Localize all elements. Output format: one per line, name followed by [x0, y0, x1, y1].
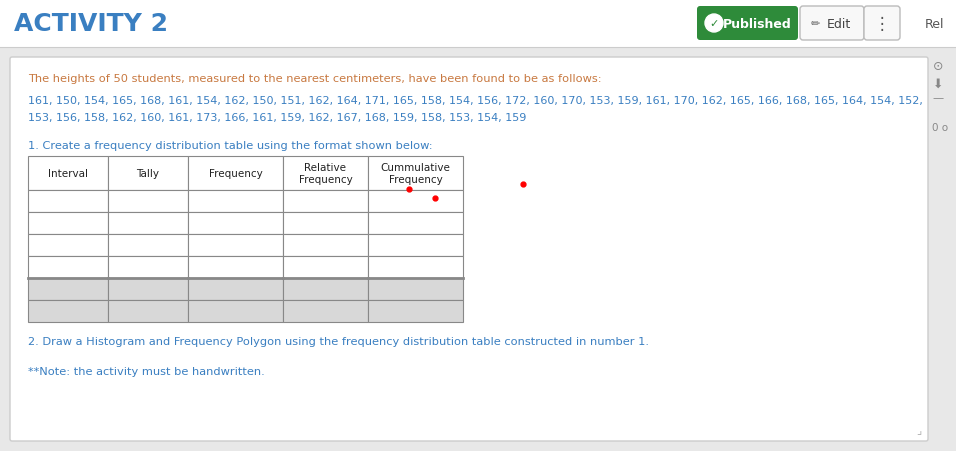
- Bar: [108, 300, 188, 322]
- Text: The heights of 50 students, measured to the nearest centimeters, have been found: The heights of 50 students, measured to …: [28, 74, 601, 84]
- Bar: [368, 235, 463, 257]
- Bar: [188, 278, 283, 300]
- FancyBboxPatch shape: [697, 7, 798, 41]
- Bar: [368, 156, 463, 191]
- Bar: [368, 257, 463, 278]
- Bar: [108, 257, 188, 278]
- Bar: [28, 191, 108, 212]
- Bar: [283, 300, 368, 322]
- Bar: [28, 300, 108, 322]
- Circle shape: [705, 15, 723, 33]
- Text: ⬇: ⬇: [933, 77, 944, 90]
- Text: ✏: ✏: [811, 19, 819, 29]
- Text: 161, 150, 154, 165, 168, 161, 154, 162, 150, 151, 162, 164, 171, 165, 158, 154, : 161, 150, 154, 165, 168, 161, 154, 162, …: [28, 96, 923, 106]
- Text: Rel: Rel: [924, 18, 944, 30]
- Bar: [283, 278, 368, 300]
- Text: Edit: Edit: [827, 18, 851, 30]
- FancyBboxPatch shape: [864, 7, 900, 41]
- Text: —: —: [932, 93, 944, 103]
- Bar: [108, 212, 188, 235]
- Bar: [28, 212, 108, 235]
- Bar: [368, 212, 463, 235]
- Text: ACTIVITY 2: ACTIVITY 2: [14, 12, 168, 36]
- Bar: [28, 156, 108, 191]
- Bar: [188, 257, 283, 278]
- Bar: [188, 300, 283, 322]
- Bar: [188, 235, 283, 257]
- Text: ⋮: ⋮: [874, 15, 890, 33]
- Bar: [283, 235, 368, 257]
- Text: Interval: Interval: [48, 169, 88, 179]
- Bar: [368, 278, 463, 300]
- Bar: [28, 235, 108, 257]
- Bar: [188, 156, 283, 191]
- Bar: [108, 278, 188, 300]
- Text: 1. Create a frequency distribution table using the format shown below:: 1. Create a frequency distribution table…: [28, 141, 433, 151]
- Bar: [28, 257, 108, 278]
- FancyBboxPatch shape: [10, 58, 928, 441]
- Bar: [368, 191, 463, 212]
- Bar: [28, 278, 108, 300]
- Bar: [283, 257, 368, 278]
- Text: Cummulative
Frequency: Cummulative Frequency: [380, 163, 450, 184]
- Bar: [283, 156, 368, 191]
- Bar: [108, 191, 188, 212]
- Text: 0 o: 0 o: [932, 123, 948, 133]
- Bar: [188, 191, 283, 212]
- Text: Relative
Frequency: Relative Frequency: [298, 163, 353, 184]
- Bar: [283, 212, 368, 235]
- Text: ⌟: ⌟: [917, 425, 922, 435]
- Bar: [108, 235, 188, 257]
- Text: 2. Draw a Histogram and Frequency Polygon using the frequency distribution table: 2. Draw a Histogram and Frequency Polygo…: [28, 336, 649, 346]
- Text: Tally: Tally: [137, 169, 160, 179]
- FancyBboxPatch shape: [800, 7, 864, 41]
- Text: Published: Published: [723, 18, 792, 30]
- Text: **Note: the activity must be handwritten.: **Note: the activity must be handwritten…: [28, 366, 265, 376]
- Text: Frequency: Frequency: [208, 169, 262, 179]
- Text: ⊙: ⊙: [933, 60, 944, 72]
- Text: 153, 156, 158, 162, 160, 161, 173, 166, 161, 159, 162, 167, 168, 159, 158, 153, : 153, 156, 158, 162, 160, 161, 173, 166, …: [28, 113, 527, 123]
- Bar: [188, 212, 283, 235]
- Text: ✓: ✓: [709, 19, 719, 29]
- Bar: [0, 0, 956, 48]
- Bar: [368, 300, 463, 322]
- Bar: [108, 156, 188, 191]
- Bar: [283, 191, 368, 212]
